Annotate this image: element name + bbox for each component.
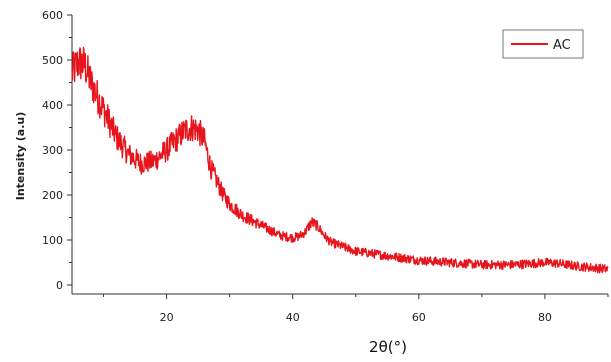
- x-tick-label: 80: [538, 311, 552, 324]
- x-tick-label: 60: [412, 311, 426, 324]
- y-tick-label: 400: [42, 99, 63, 112]
- y-tick-label: 500: [42, 54, 63, 67]
- legend: AC: [502, 29, 584, 59]
- y-tick-label: 0: [56, 279, 63, 292]
- y-tick-label: 200: [42, 189, 63, 202]
- y-tick-group: 0 100 200 300 400 500 600: [42, 9, 72, 292]
- plot-area: [71, 15, 608, 295]
- y-tick-label: 300: [42, 144, 63, 157]
- x-tick-group: 20 40 60 80: [103, 294, 609, 324]
- x-tick-label: 20: [160, 311, 174, 324]
- y-axis-title: Intensity (a.u): [14, 112, 27, 201]
- legend-label-ac: AC: [553, 38, 571, 53]
- x-axis-title: 2θ(°): [369, 338, 407, 356]
- series-line-ac: [71, 46, 609, 274]
- y-tick-label: 600: [42, 9, 63, 22]
- x-tick-label: 40: [286, 311, 300, 324]
- y-tick-label: 100: [42, 234, 63, 247]
